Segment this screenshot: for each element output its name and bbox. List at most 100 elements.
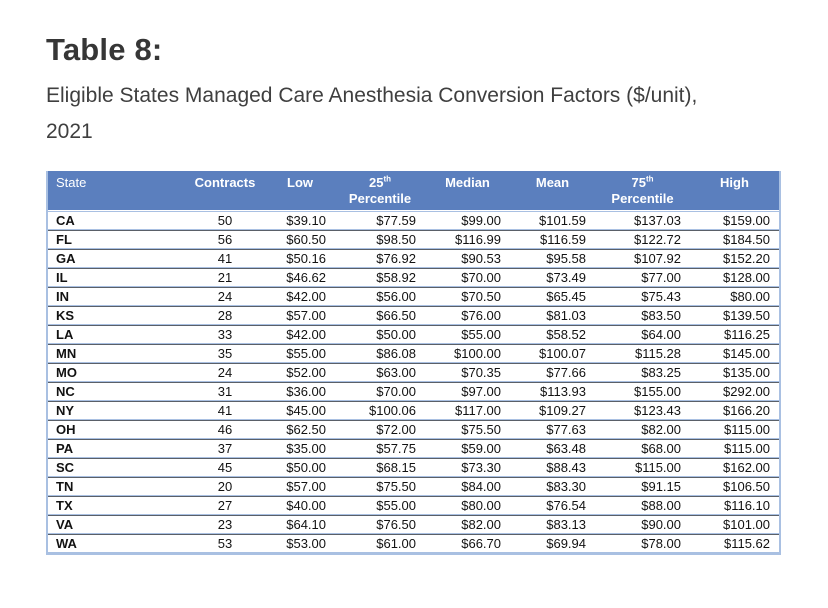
cell-high: $292.00 bbox=[690, 382, 779, 401]
cell-low: $35.00 bbox=[265, 439, 335, 458]
cell-p25: $58.92 bbox=[335, 268, 425, 287]
cell-high: $152.20 bbox=[690, 249, 779, 268]
cell-median: $73.30 bbox=[425, 458, 510, 477]
cell-mean: $58.52 bbox=[510, 325, 595, 344]
cell-low: $40.00 bbox=[265, 496, 335, 515]
cell-p25: $75.50 bbox=[335, 477, 425, 496]
cell-median: $99.00 bbox=[425, 211, 510, 230]
table-body: CA 50 $39.10 $77.59 $99.00 $101.59 $137.03 $159… bbox=[48, 211, 779, 555]
cell-median: $82.00 bbox=[425, 515, 510, 534]
cell-mean: $113.93 bbox=[510, 382, 595, 401]
cell-contracts: 20 bbox=[185, 477, 265, 496]
cell-mean: $83.13 bbox=[510, 515, 595, 534]
cell-p25: $61.00 bbox=[335, 534, 425, 555]
cell-p25: $77.59 bbox=[335, 211, 425, 230]
cell-p75: $122.72 bbox=[595, 230, 690, 249]
table-row-WA: WA 53 $53.00 $61.00 $66.70 $69.94 $78.00 $115.6… bbox=[48, 534, 779, 555]
cell-p75: $123.43 bbox=[595, 401, 690, 420]
cell-p25: $86.08 bbox=[335, 344, 425, 363]
cell-contracts: 28 bbox=[185, 306, 265, 325]
cell-low: $64.10 bbox=[265, 515, 335, 534]
table-header-row: State Contracts Low 25th Percentile Median Mea… bbox=[48, 171, 779, 211]
cell-contracts: 35 bbox=[185, 344, 265, 363]
cell-high: $128.00 bbox=[690, 268, 779, 287]
cell-state: NC bbox=[48, 382, 185, 401]
cell-state: LA bbox=[48, 325, 185, 344]
cell-low: $57.00 bbox=[265, 306, 335, 325]
cell-low: $50.16 bbox=[265, 249, 335, 268]
table-row-IL: IL 21 $46.62 $58.92 $70.00 $73.49 $77.00 $128.0… bbox=[48, 268, 779, 287]
table-row-GA: GA 41 $50.16 $76.92 $90.53 $95.58 $107.92 $152.… bbox=[48, 249, 779, 268]
cell-p25: $63.00 bbox=[335, 363, 425, 382]
cell-contracts: 31 bbox=[185, 382, 265, 401]
cell-mean: $109.27 bbox=[510, 401, 595, 420]
table-row-NC: NC 31 $36.00 $70.00 $97.00 $113.93 $155.00 $292… bbox=[48, 382, 779, 401]
cell-state: FL bbox=[48, 230, 185, 249]
cell-high: $115.00 bbox=[690, 420, 779, 439]
cell-low: $42.00 bbox=[265, 325, 335, 344]
table-row-TN: TN 20 $57.00 $75.50 $84.00 $83.30 $91.15 $106.5… bbox=[48, 477, 779, 496]
cell-mean: $63.48 bbox=[510, 439, 595, 458]
cell-median: $117.00 bbox=[425, 401, 510, 420]
cell-p75: $137.03 bbox=[595, 211, 690, 230]
cell-p25: $72.00 bbox=[335, 420, 425, 439]
cell-low: $50.00 bbox=[265, 458, 335, 477]
cell-contracts: 56 bbox=[185, 230, 265, 249]
cell-high: $106.50 bbox=[690, 477, 779, 496]
cell-p25: $55.00 bbox=[335, 496, 425, 515]
cell-p25: $76.50 bbox=[335, 515, 425, 534]
cell-p25: $68.15 bbox=[335, 458, 425, 477]
cell-contracts: 21 bbox=[185, 268, 265, 287]
header-low: Low bbox=[265, 171, 335, 211]
cell-state: TN bbox=[48, 477, 185, 496]
cell-low: $52.00 bbox=[265, 363, 335, 382]
table-row-CA: CA 50 $39.10 $77.59 $99.00 $101.59 $137.03 $159… bbox=[48, 211, 779, 230]
cell-contracts: 37 bbox=[185, 439, 265, 458]
cell-high: $116.25 bbox=[690, 325, 779, 344]
table-row-MN: MN 35 $55.00 $86.08 $100.00 $100.07 $115.28 $14… bbox=[48, 344, 779, 363]
cell-p25: $66.50 bbox=[335, 306, 425, 325]
cell-state: OH bbox=[48, 420, 185, 439]
cell-p75: $107.92 bbox=[595, 249, 690, 268]
cell-mean: $77.63 bbox=[510, 420, 595, 439]
cell-high: $159.00 bbox=[690, 211, 779, 230]
table-row-NY: NY 41 $45.00 $100.06 $117.00 $109.27 $123.43 $1… bbox=[48, 401, 779, 420]
cell-median: $55.00 bbox=[425, 325, 510, 344]
cell-state: MO bbox=[48, 363, 185, 382]
table-row-SC: SC 45 $50.00 $68.15 $73.30 $88.43 $115.00 $162.… bbox=[48, 458, 779, 477]
cell-median: $76.00 bbox=[425, 306, 510, 325]
cell-high: $80.00 bbox=[690, 287, 779, 306]
cell-state: WA bbox=[48, 534, 185, 555]
cell-median: $80.00 bbox=[425, 496, 510, 515]
conversion-factors-table: State Contracts Low 25th Percentile Median Mea… bbox=[46, 171, 781, 555]
cell-state: CA bbox=[48, 211, 185, 230]
cell-p75: $75.43 bbox=[595, 287, 690, 306]
cell-contracts: 45 bbox=[185, 458, 265, 477]
cell-low: $42.00 bbox=[265, 287, 335, 306]
cell-state: MN bbox=[48, 344, 185, 363]
cell-median: $75.50 bbox=[425, 420, 510, 439]
cell-median: $70.50 bbox=[425, 287, 510, 306]
cell-contracts: 41 bbox=[185, 401, 265, 420]
cell-low: $45.00 bbox=[265, 401, 335, 420]
cell-contracts: 23 bbox=[185, 515, 265, 534]
cell-p25: $98.50 bbox=[335, 230, 425, 249]
cell-contracts: 27 bbox=[185, 496, 265, 515]
cell-p75: $83.25 bbox=[595, 363, 690, 382]
cell-mean: $116.59 bbox=[510, 230, 595, 249]
cell-p75: $115.00 bbox=[595, 458, 690, 477]
table-row-TX: TX 27 $40.00 $55.00 $80.00 $76.54 $88.00 $116.1… bbox=[48, 496, 779, 515]
cell-state: GA bbox=[48, 249, 185, 268]
cell-mean: $95.58 bbox=[510, 249, 595, 268]
cell-p75: $82.00 bbox=[595, 420, 690, 439]
header-high: High bbox=[690, 171, 779, 211]
cell-p75: $90.00 bbox=[595, 515, 690, 534]
cell-mean: $81.03 bbox=[510, 306, 595, 325]
cell-median: $70.35 bbox=[425, 363, 510, 382]
header-state: State bbox=[48, 171, 185, 211]
cell-low: $39.10 bbox=[265, 211, 335, 230]
cell-contracts: 53 bbox=[185, 534, 265, 555]
header-p25: 25th Percentile bbox=[335, 171, 425, 211]
cell-mean: $65.45 bbox=[510, 287, 595, 306]
cell-low: $46.62 bbox=[265, 268, 335, 287]
